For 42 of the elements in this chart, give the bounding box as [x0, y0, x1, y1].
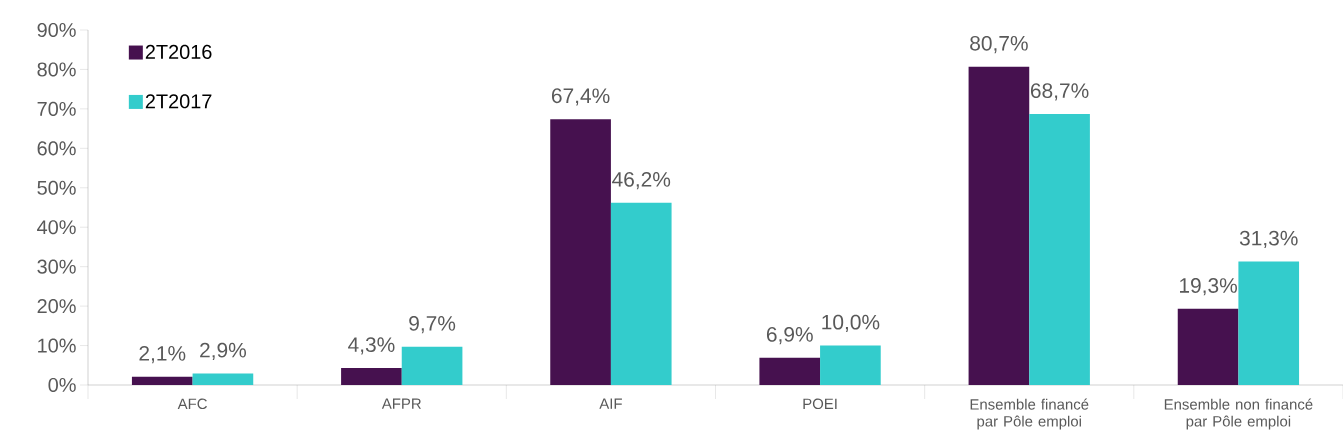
- bar: [1238, 261, 1300, 385]
- data-label: 2,9%: [200, 342, 247, 361]
- y-tick-label: 60%: [37, 141, 76, 156]
- legend-label: 2T2016: [145, 44, 212, 59]
- y-tick-label: 0%: [48, 377, 76, 393]
- data-label: 80,7%: [970, 35, 1028, 54]
- bar: [550, 119, 611, 385]
- bar: [341, 368, 402, 385]
- y-tick-label: 90%: [37, 22, 76, 38]
- data-label: 67,4%: [551, 88, 610, 106]
- x-tick-label: POEI: [803, 398, 837, 410]
- y-tick-label: 40%: [37, 220, 76, 235]
- bar: [968, 66, 1030, 385]
- bar: [131, 376, 193, 385]
- y-tick-label: 70%: [37, 101, 76, 116]
- data-label: 31,3%: [1239, 230, 1298, 249]
- bar: [1029, 114, 1090, 385]
- bar: [759, 357, 821, 385]
- x-tick-label: AFPR: [381, 398, 421, 409]
- y-tick-label: 80%: [37, 62, 76, 77]
- bar: [820, 345, 881, 385]
- data-label: 46,2%: [612, 171, 671, 190]
- data-label: 10,0%: [822, 314, 880, 333]
- data-label: 9,7%: [409, 315, 456, 334]
- y-tick-label: 30%: [37, 259, 76, 274]
- data-label: 68,7%: [1030, 83, 1089, 101]
- bar: [401, 346, 463, 385]
- bar: [192, 373, 254, 385]
- x-tick-label: AFC: [177, 398, 207, 410]
- y-tick-label: 50%: [37, 180, 76, 195]
- legend-label: 2T2017: [145, 94, 212, 109]
- data-label: 2,1%: [139, 345, 186, 364]
- x-tick-label: Ensemble financé par Pôle emploi: [970, 398, 1089, 430]
- bar: [1177, 308, 1239, 385]
- data-label: 6,9%: [766, 326, 813, 345]
- x-tick-label: Ensemble non financé par Pôle emploi: [1164, 398, 1313, 430]
- x-tick-label: AIF: [599, 398, 622, 409]
- data-label: 19,3%: [1180, 278, 1237, 296]
- bar: [610, 202, 672, 385]
- y-tick-label: 20%: [37, 299, 76, 314]
- data-label: 4,3%: [348, 337, 395, 355]
- y-tick-label: 10%: [38, 338, 76, 353]
